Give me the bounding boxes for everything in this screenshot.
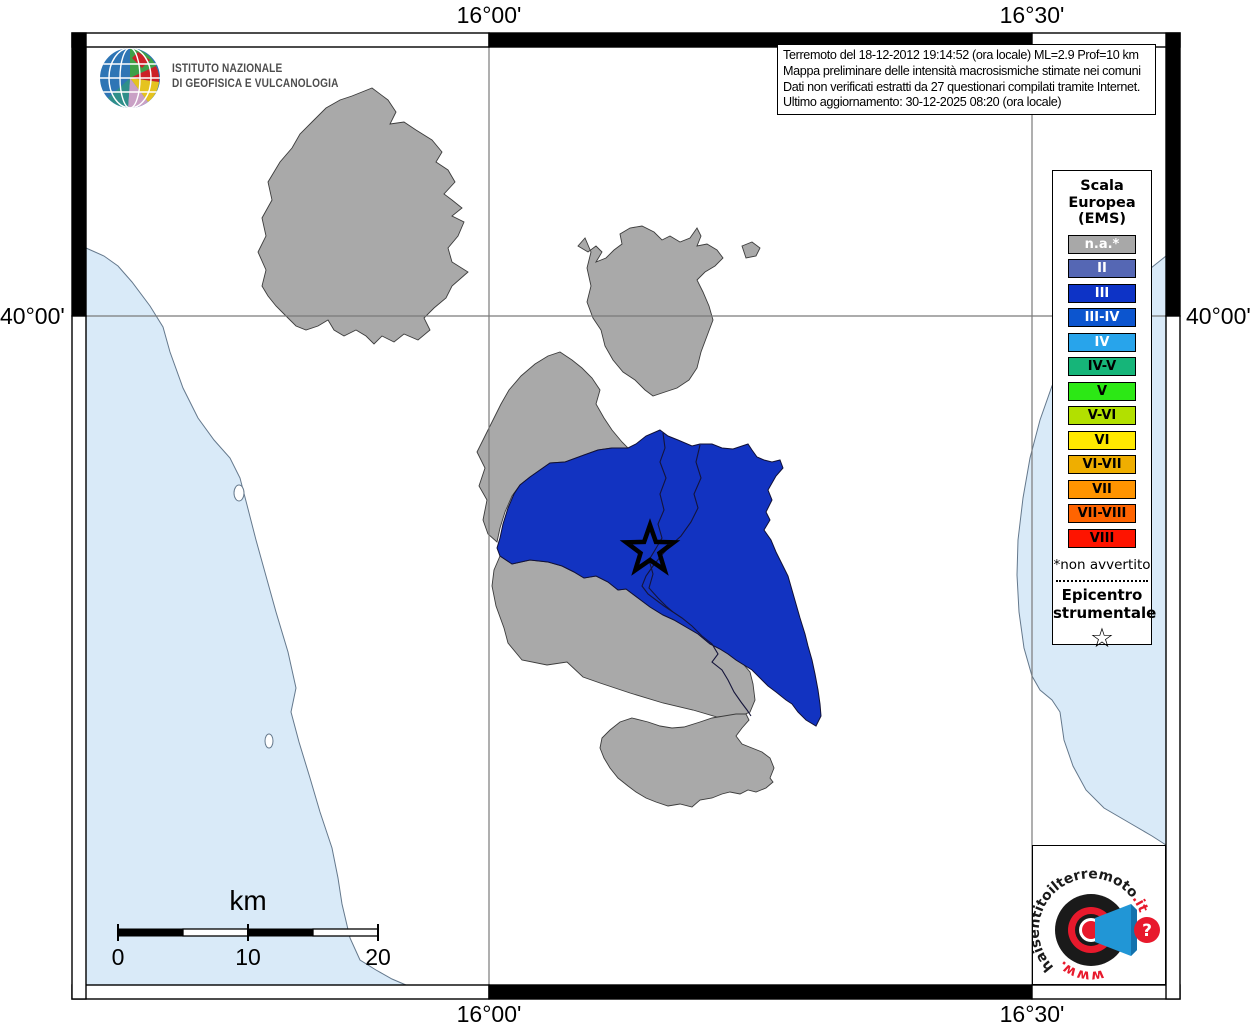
legend-title-line: Europea [1068,194,1136,211]
coord-label-right-lat: 40°00' [1186,303,1251,329]
coord-label-left-lat: 40°00' [0,303,65,329]
legend-swatch-VI-VII: VI-VII [1068,455,1136,474]
legend-swatch-VIII: VIII [1068,528,1136,548]
coord-label-top-left: 16°00' [456,2,522,28]
epicenter-star [619,518,681,576]
municipality-blue-intensity-iii [496,429,822,727]
municipality-gray-north-center [577,225,724,397]
legend-swatch-III-IV: III-IV [1068,308,1136,327]
municipality-gray-northwest [257,87,469,345]
legend-swatch-n.a.*: n.a.* [1068,234,1136,254]
legend-swatch-VII-VIII: VII-VIII [1068,504,1136,523]
scale-bar-unit: km [229,885,267,916]
earthquake-info-box: Terremoto del 18-12-2012 19:14:52 (ora l… [777,44,1156,116]
ingv-logo-text: ISTITUTO NAZIONALE DI GEOFISICA E VULCAN… [172,61,339,91]
coord-label-bottom-right: 16°30' [999,1001,1065,1024]
info-line-data: Dati non verificati estratti da 27 quest… [783,79,1140,94]
intensity-legend: Scala Europea (EMS) n.a.* II III III-IV IV IV… [1052,170,1157,653]
coord-label-top-right: 16°30' [999,2,1065,28]
logo-question-circle [1134,917,1160,943]
watermark-logo-graphic: ? haisentitoilterremoto.it www. [1027,866,1160,984]
info-line-update: Ultimo aggiornamento: 30-12-2025 08:20 (… [783,95,1062,110]
scale-bar [117,924,379,941]
legend-title-line: Scala [1080,178,1124,194]
epicenter-star-icon: ☆ [1089,622,1115,654]
legend-swatch-II: II [1068,259,1136,278]
legend-epicenter-title-line: Epicentro [1061,585,1143,604]
info-line-event: Terremoto del 18-12-2012 19:14:52 (ora l… [783,48,1139,62]
logo-megaphone-icon [1095,904,1137,956]
legend-swatch-VI: VI [1068,430,1136,450]
ingv-logo [98,46,162,115]
map-frame-border [71,32,1181,1000]
coastal-lagoon [264,733,274,749]
legend-swatch-IV: IV [1068,332,1136,352]
legend-swatch-IV-V: IV-V [1068,357,1136,376]
ingv-text-line2: DI GEOFISICA E VULCANOLOGIA [172,76,339,90]
haisentitoilterremoto-logo: ? haisentitoilterremoto.it www. [1027,845,1166,985]
ingv-globe-icon [100,48,160,108]
comune-border [672,611,752,717]
legend-items: n.a.* II III III-IV IV IV-V V V-VI VI VI-VII VII VI… [1053,234,1151,548]
coastal-lagoon [233,484,245,502]
legend-swatch-III: III [1068,283,1136,303]
legend-footnote: *non avvertito [1053,556,1151,573]
coord-label-bottom-left: 16°00' [456,1001,522,1024]
scale-tick-0: 0 [111,944,125,970]
logo-question-mark: ? [1142,921,1152,941]
sea-west [85,247,407,986]
legend-epicenter-title-line: strumentale [1053,603,1157,622]
legend-divider [1056,579,1148,582]
legend-swatch-VII: VII [1068,479,1136,499]
municipality-gray-small [741,241,761,259]
legend-title-line: (EMS) [1077,211,1127,227]
scale-tick-10: 10 [235,944,261,970]
info-line-maptype: Mappa preliminare delle intensità macros… [783,63,1141,78]
scale-tick-20: 20 [365,944,391,970]
ingv-text-line1: ISTITUTO NAZIONALE [172,61,283,75]
municipality-gray-south-blob [599,713,775,808]
logo-text-suffix: .it [1129,892,1152,915]
legend-swatch-V-VI: V-VI [1068,406,1136,425]
comune-border [648,432,674,613]
legend-swatch-V: V [1068,381,1136,401]
